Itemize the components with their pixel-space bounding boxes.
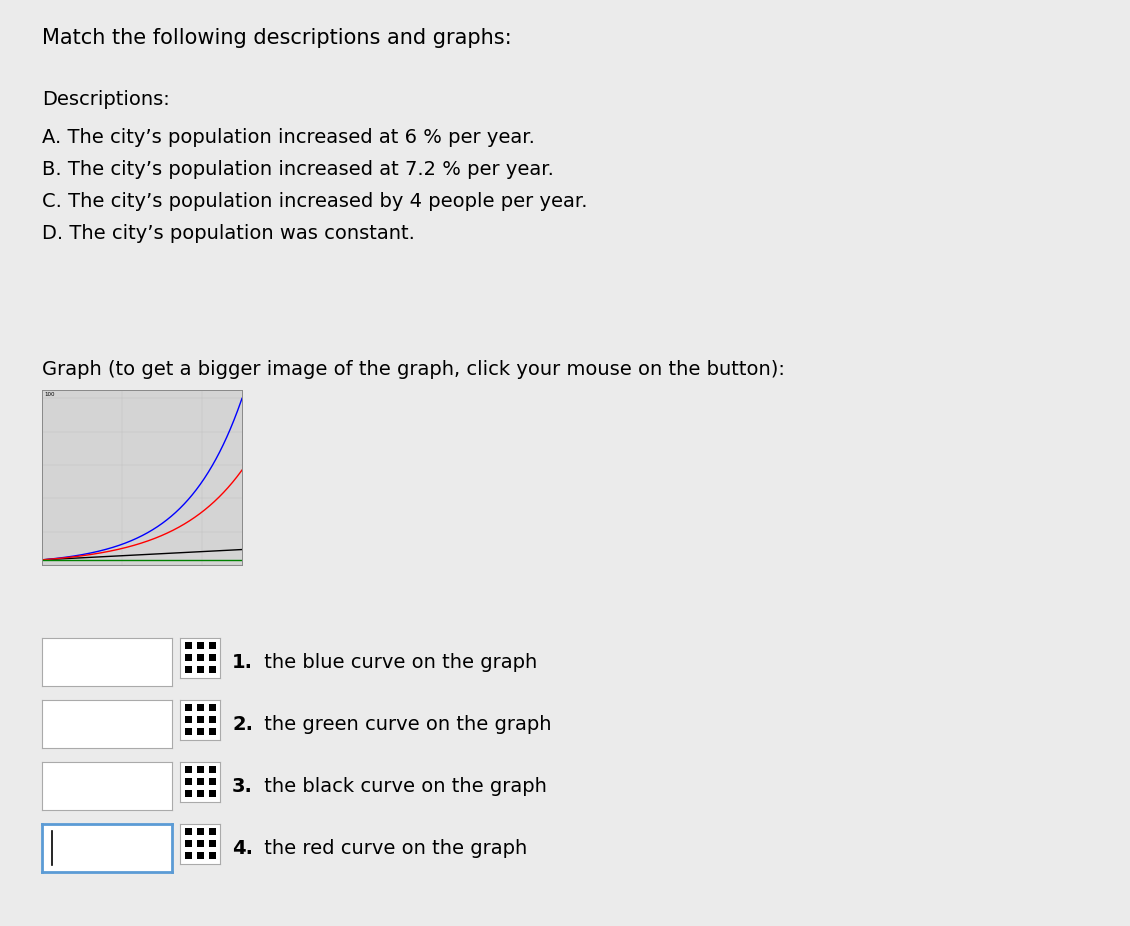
Text: 2.: 2. [232,715,253,733]
Bar [197,778,205,785]
Text: Match the following descriptions and graphs:: Match the following descriptions and gra… [42,28,512,48]
Text: C. The city’s population increased by 4 people per year.: C. The city’s population increased by 4 … [42,192,588,211]
Text: Descriptions:: Descriptions: [42,90,169,109]
Bar [185,716,192,723]
Bar [209,716,216,723]
Text: the red curve on the graph: the red curve on the graph [258,839,528,857]
Bar [209,778,216,785]
Text: Graph (to get a bigger image of the graph, click your mouse on the button):: Graph (to get a bigger image of the grap… [42,360,785,379]
Bar [185,766,192,773]
Bar [185,828,192,835]
Text: the green curve on the graph: the green curve on the graph [258,715,551,733]
Text: B. The city’s population increased at 7.2 % per year.: B. The city’s population increased at 7.… [42,160,554,179]
Bar [209,642,216,649]
Bar [185,728,192,735]
Text: 4.: 4. [232,839,253,857]
Bar [197,790,205,797]
Bar [185,704,192,711]
Bar [197,852,205,859]
Text: 100: 100 [44,392,54,396]
Bar [197,666,205,673]
Bar [197,766,205,773]
Bar [185,778,192,785]
Bar [209,840,216,847]
Text: the blue curve on the graph: the blue curve on the graph [258,653,537,671]
Bar [197,716,205,723]
Bar [209,828,216,835]
Bar [185,654,192,661]
Bar [185,790,192,797]
Bar [209,728,216,735]
Bar [185,642,192,649]
Text: A. The city’s population increased at 6 % per year.: A. The city’s population increased at 6 … [42,128,534,147]
Bar [209,852,216,859]
Text: D. The city’s population was constant.: D. The city’s population was constant. [42,224,415,243]
Bar [197,728,205,735]
Bar [197,654,205,661]
Bar [185,666,192,673]
Bar [185,840,192,847]
Bar [197,840,205,847]
Bar [197,704,205,711]
Bar [197,642,205,649]
Text: the black curve on the graph: the black curve on the graph [258,777,547,795]
Bar [209,790,216,797]
Bar [185,852,192,859]
Text: 3.: 3. [232,777,253,795]
Bar [209,666,216,673]
Text: 1.: 1. [232,653,253,671]
Bar [197,828,205,835]
Bar [209,654,216,661]
Bar [209,766,216,773]
Bar [209,704,216,711]
